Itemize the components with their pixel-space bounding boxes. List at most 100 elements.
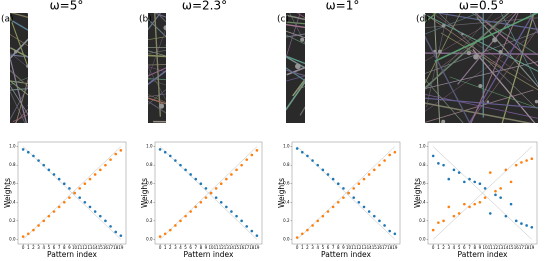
point bbox=[378, 219, 381, 223]
band bbox=[435, 11, 549, 32]
point bbox=[300, 150, 304, 154]
point bbox=[504, 214, 508, 218]
point bbox=[98, 214, 102, 218]
point bbox=[336, 200, 340, 204]
point bbox=[357, 182, 361, 186]
y-axis-label: Weights bbox=[140, 178, 149, 208]
point bbox=[78, 196, 82, 199]
x-tick-label: 16 bbox=[514, 245, 520, 250]
x-tick-label: 13 bbox=[498, 245, 504, 250]
reference-line bbox=[22, 146, 122, 240]
y-tick-label: 0.0 bbox=[146, 236, 153, 241]
x-tick-label: 2 bbox=[169, 245, 172, 250]
point bbox=[295, 147, 299, 150]
band bbox=[400, 1, 549, 78]
x-tick-label: 8 bbox=[337, 245, 340, 250]
point bbox=[214, 196, 218, 199]
x-tick-label: 18 bbox=[387, 245, 393, 250]
point bbox=[483, 196, 487, 199]
point bbox=[114, 152, 118, 156]
x-tick-label: 12 bbox=[219, 245, 225, 250]
point bbox=[457, 171, 461, 174]
band bbox=[403, 0, 529, 74]
x-tick-label: 10 bbox=[483, 245, 489, 250]
x-tick-label: 14 bbox=[229, 245, 235, 250]
point bbox=[530, 157, 534, 160]
spot bbox=[14, 50, 18, 54]
point bbox=[93, 210, 97, 213]
x-tick-label: 15 bbox=[509, 245, 515, 250]
spot bbox=[300, 37, 305, 42]
y-tick-label: 1.0 bbox=[419, 144, 426, 149]
y-tick-label: 0.8 bbox=[283, 162, 290, 167]
point bbox=[109, 225, 112, 228]
point bbox=[235, 214, 238, 218]
panel-title: ω=2.3° bbox=[182, 0, 227, 13]
y-tick-label: 0.6 bbox=[146, 181, 153, 186]
x-tick-label: 9 bbox=[68, 245, 71, 250]
point bbox=[104, 163, 107, 167]
band bbox=[524, 0, 549, 64]
x-tick-label: 6 bbox=[189, 245, 192, 250]
x-axis-label: Pattern index bbox=[458, 250, 508, 259]
point bbox=[483, 187, 487, 190]
point bbox=[104, 219, 107, 223]
y-tick-label: 0.2 bbox=[9, 218, 16, 223]
point bbox=[504, 168, 508, 172]
band bbox=[153, 0, 161, 117]
panel-label: (a) bbox=[1, 15, 14, 25]
x-tick-label: 5 bbox=[322, 245, 325, 250]
point bbox=[347, 191, 350, 195]
x-tick-label: 4 bbox=[453, 245, 456, 250]
point bbox=[163, 150, 167, 154]
x-tick-label: 7 bbox=[194, 245, 197, 250]
point bbox=[473, 180, 477, 184]
x-tick-label: 19 bbox=[254, 245, 260, 250]
point bbox=[168, 154, 172, 158]
point bbox=[494, 189, 497, 193]
x-tick-label: 13 bbox=[87, 245, 93, 250]
point bbox=[68, 196, 71, 199]
x-tick-label: 4 bbox=[179, 245, 182, 250]
x-tick-label: 6 bbox=[463, 245, 466, 250]
point bbox=[311, 159, 314, 162]
point bbox=[442, 219, 445, 223]
spot bbox=[461, 32, 464, 36]
x-tick-label: 16 bbox=[239, 245, 245, 250]
point bbox=[42, 163, 46, 167]
point bbox=[331, 205, 335, 209]
x-tick-label: 6 bbox=[327, 245, 330, 250]
y-axis-label: Weights bbox=[277, 178, 286, 208]
pattern-texture bbox=[357, 0, 549, 181]
panel-title: ω=5° bbox=[50, 0, 84, 13]
axes-frame bbox=[427, 141, 538, 245]
y-tick-label: 0.4 bbox=[419, 199, 426, 204]
point bbox=[209, 191, 213, 195]
point bbox=[168, 228, 172, 232]
spot bbox=[158, 103, 165, 109]
point bbox=[47, 168, 51, 172]
point bbox=[21, 148, 25, 151]
x-tick-label: 9 bbox=[342, 245, 345, 250]
point bbox=[163, 232, 167, 236]
x-tick-label: 13 bbox=[224, 245, 230, 250]
point bbox=[184, 168, 187, 172]
point bbox=[520, 161, 523, 164]
point bbox=[306, 228, 309, 232]
spot bbox=[498, 50, 503, 55]
y-tick-label: 0.8 bbox=[146, 162, 153, 167]
point bbox=[447, 205, 451, 209]
x-tick-label: 1 bbox=[437, 245, 440, 250]
x-tick-label: 9 bbox=[479, 245, 482, 250]
x-tick-label: 8 bbox=[200, 245, 203, 250]
point bbox=[336, 182, 340, 186]
x-tick-label: 13 bbox=[361, 245, 367, 250]
point bbox=[393, 232, 397, 236]
point bbox=[88, 177, 92, 181]
point bbox=[326, 173, 330, 176]
point bbox=[457, 212, 461, 215]
point bbox=[509, 202, 513, 206]
point bbox=[83, 182, 87, 186]
point bbox=[437, 162, 440, 165]
x-tick-label: 17 bbox=[519, 245, 525, 250]
